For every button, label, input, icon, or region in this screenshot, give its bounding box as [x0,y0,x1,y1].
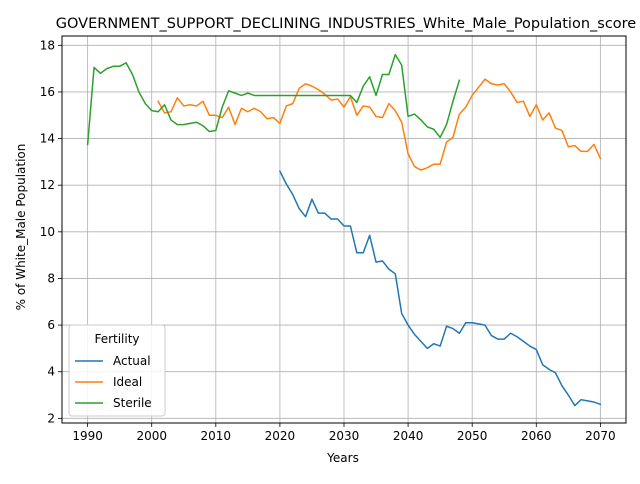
x-tick-label: 2030 [329,429,360,443]
y-tick-label: 12 [40,178,55,192]
legend-label-ideal: Ideal [113,375,142,389]
series-line-ideal [157,78,602,171]
legend: Fertility Actual Ideal Sterile [68,324,166,417]
x-tick-label: 2060 [521,429,552,443]
y-tick-label: 14 [40,132,55,146]
series-line-sterile [86,53,461,146]
x-tick-label: 2010 [201,429,232,443]
legend-box [68,324,166,417]
legend-title: Fertility [94,332,139,346]
x-axis-ticks: 1990 2000 2010 2020 2030 2040 2050 2060 2070 [72,423,616,443]
y-tick-label: 16 [40,85,55,99]
y-axis-ticks: 2 4 6 8 10 12 14 16 18 [40,38,62,425]
legend-label-actual: Actual [113,354,151,368]
y-tick-label: 4 [47,365,55,379]
series-line-actual [278,170,602,407]
x-tick-label: 2050 [457,429,488,443]
chart-title: GOVERNMENT_SUPPORT_DECLINING_INDUSTRIES_… [56,16,637,32]
y-axis-label: % of White_Male Population [14,144,28,311]
y-tick-label: 18 [40,38,55,52]
x-tick-label: 2040 [393,429,424,443]
x-tick-label: 1990 [72,429,103,443]
y-tick-label: 10 [40,225,55,239]
x-tick-label: 2000 [136,429,167,443]
y-tick-label: 8 [47,271,55,285]
legend-label-sterile: Sterile [113,396,152,410]
series-layer [86,53,602,407]
y-tick-label: 6 [47,318,55,332]
y-tick-label: 2 [47,411,55,425]
x-tick-label: 2070 [585,429,616,443]
x-axis-label: Years [326,451,359,465]
x-tick-label: 2020 [265,429,296,443]
